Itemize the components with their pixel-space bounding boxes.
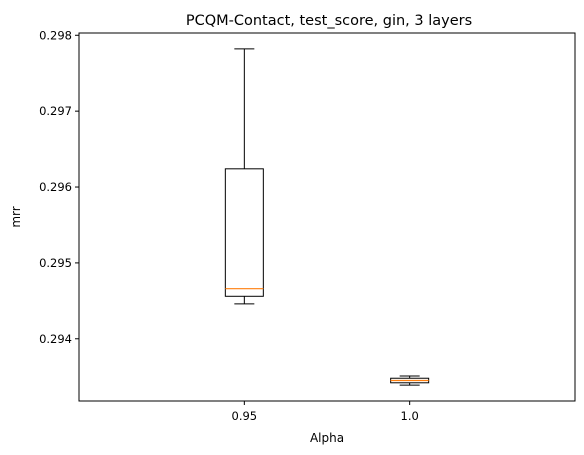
chart-title: PCQM-Contact, test_score, gin, 3 layers [186, 13, 472, 29]
x-tick-label: 0.95 [232, 409, 258, 423]
y-tick-label: 0.297 [39, 104, 72, 118]
y-tick-label: 0.295 [39, 256, 72, 270]
x-tick-label: 1.0 [401, 409, 419, 423]
y-tick-label: 0.294 [39, 332, 72, 346]
plot-frame [78, 32, 576, 402]
y-axis-label: mrr [9, 206, 23, 227]
box-group [224, 48, 264, 305]
y-tick-label: 0.298 [39, 28, 72, 42]
box-body [224, 168, 264, 297]
x-axis-label: Alpha [310, 431, 344, 445]
box-group [390, 375, 430, 386]
y-tick-label: 0.296 [39, 180, 72, 194]
